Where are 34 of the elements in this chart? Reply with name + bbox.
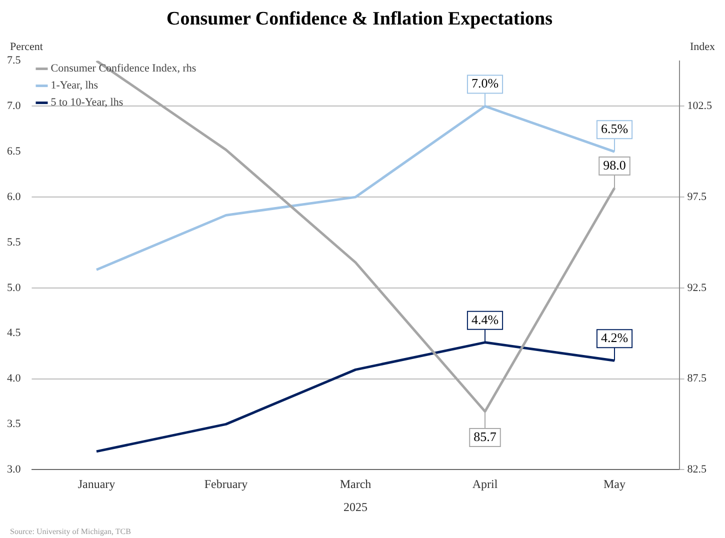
y-tick-label: 6.0 xyxy=(7,190,22,203)
x-tick-label: January xyxy=(78,476,116,491)
x-tick-label: February xyxy=(204,476,248,491)
y2-tick-label: 102.5 xyxy=(687,100,712,112)
x-tick-label: May xyxy=(604,476,626,491)
y-tick-label: 7.5 xyxy=(7,54,22,67)
y-tick-label: 5.5 xyxy=(7,236,22,248)
y-tick-label: 4.0 xyxy=(7,372,22,385)
source-note: Source: University of Michigan, TCB xyxy=(10,527,131,537)
y-tick-label: 4.5 xyxy=(7,327,22,340)
x-axis-title: 2025 xyxy=(344,500,368,514)
legend-label: Consumer Confidence Index, rhs xyxy=(50,62,196,75)
legend-label: 1-Year, lhs xyxy=(50,80,98,92)
y2-tick-label: 92.5 xyxy=(687,282,707,294)
chart-title: Consumer Confidence & Inflation Expectations xyxy=(166,8,552,30)
y-axis-title: Percent xyxy=(10,41,43,54)
y2-tick-label: 82.5 xyxy=(687,463,707,476)
data-label: 7.0% xyxy=(471,76,499,91)
y-tick-label: 5.0 xyxy=(7,282,22,294)
data-label: 6.5% xyxy=(600,121,628,136)
y2-tick-label: 87.5 xyxy=(687,372,707,385)
x-tick-label: March xyxy=(340,476,372,491)
y2-axis-title: Index xyxy=(690,41,716,54)
data-label: 85.7 xyxy=(474,428,497,444)
x-tick-label: April xyxy=(472,476,498,491)
y-tick-label: 6.5 xyxy=(7,146,22,158)
legend-label: 5 to 10-Year, lhs xyxy=(50,96,124,109)
data-label: 4.2% xyxy=(600,330,628,346)
y-tick-label: 3.5 xyxy=(7,418,22,430)
data-label: 98.0 xyxy=(603,157,626,172)
y-tick-label: 7.0 xyxy=(7,100,22,112)
data-label: 4.4% xyxy=(471,312,499,327)
y-tick-label: 3.0 xyxy=(7,463,22,476)
y2-tick-label: 97.5 xyxy=(687,190,707,203)
